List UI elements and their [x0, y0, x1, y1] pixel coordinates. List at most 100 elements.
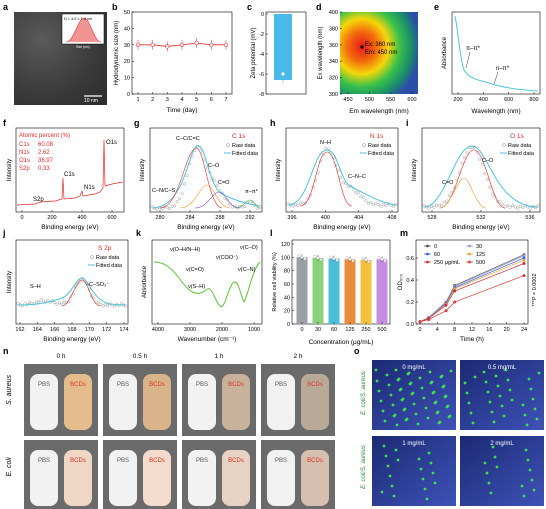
n-tube-pbs — [109, 450, 137, 506]
m-x-tick-label: 20 — [504, 327, 510, 333]
size-distribution-curve — [65, 17, 102, 43]
h-raw-point — [304, 201, 308, 205]
k-x-tick-label: 3000 — [184, 327, 196, 333]
h-raw-point — [369, 201, 373, 205]
i-raw-point — [533, 206, 537, 210]
i-raw-point — [501, 203, 505, 207]
o-bacteria-dot — [467, 401, 471, 405]
m-point — [444, 309, 448, 313]
c-ylabel: Zeta potential (mV) — [251, 27, 257, 78]
m-legend-label: 30 — [476, 244, 482, 250]
l-point — [332, 257, 336, 261]
n-tube-pbs-label: PBS — [275, 382, 287, 388]
h-x-tick-label: 408 — [387, 215, 396, 221]
m-x-tick-label: 24 — [521, 327, 527, 333]
o-side2: E. coli/S. aureus — [361, 445, 367, 489]
n-tube-bcd-label: BCDs — [149, 382, 165, 388]
o-bacteria-dot — [439, 375, 443, 379]
n-time-label: 0 h — [56, 353, 65, 360]
h-raw-point — [314, 178, 318, 182]
j-x-tick-label: 162 — [15, 327, 24, 333]
i-x-tick-label: 532 — [476, 215, 485, 221]
panel-letter-d: d — [316, 2, 322, 12]
j-x-tick-label: 168 — [67, 327, 76, 333]
fluorescence-map — [340, 12, 418, 94]
o-bacteria-dot — [421, 477, 425, 481]
n-tube-pbs-label: PBS — [117, 458, 129, 464]
o-bacteria-dot — [422, 396, 426, 400]
b-y-tick-label: 0 — [127, 92, 130, 98]
o-bacteria-dot — [529, 387, 533, 391]
j-raw-point — [57, 301, 61, 305]
h-legend-fit: Fitted data — [368, 151, 395, 157]
e-x-tick-label: 800 — [529, 97, 538, 103]
peak-marker — [360, 45, 364, 49]
n-tube-pbs — [30, 450, 58, 506]
l-bar — [376, 259, 388, 324]
f-row-element: N1s — [19, 150, 30, 156]
panel-letter-c: c — [247, 2, 252, 12]
panel-m: 0.0 0.2 0.4 0.6 0 4 8 12 16 20 24 0 30 60 125 250 μg/mL… — [398, 239, 538, 343]
o-bacteria-dot — [492, 420, 496, 424]
m-point — [453, 289, 457, 293]
j-raw-point — [69, 295, 73, 299]
o-bacteria-dot — [483, 461, 487, 465]
o-bacteria-dot — [526, 458, 530, 462]
uv-vis-curve — [454, 15, 539, 92]
e-n-label: n–π* — [496, 66, 510, 72]
i-raw-point — [516, 206, 520, 210]
o-tile-label: 1 mg/mL — [402, 441, 426, 447]
o-bacteria-dot — [394, 368, 398, 372]
i-raw-point — [478, 157, 482, 161]
f-xlabel: Binding energy (eV) — [41, 224, 98, 231]
f-row-element: S2p — [19, 166, 30, 172]
m-legend-label: 0 — [434, 244, 437, 250]
c-point — [281, 72, 285, 76]
j-raw-point — [113, 304, 117, 308]
panel-letter-e: e — [434, 2, 439, 12]
d-y-tick-label: 340 — [329, 59, 338, 65]
o-confocal-tile — [460, 360, 544, 430]
o-bacteria-dot — [484, 380, 488, 384]
b-point — [209, 42, 214, 47]
i-l1: C–O — [482, 158, 494, 164]
g-raw-point — [198, 147, 202, 151]
l-bar — [328, 258, 340, 324]
l-point — [303, 257, 307, 261]
m-point — [453, 287, 457, 291]
o-bacteria-dot — [488, 400, 492, 404]
o-bacteria-dot — [431, 471, 435, 475]
o-bacteria-dot — [486, 390, 490, 394]
o-bacteria-dot — [384, 454, 388, 458]
e-x-tick-label: 400 — [479, 97, 488, 103]
g-x-tick-label: 280 — [155, 215, 164, 221]
m-legend-marker — [468, 252, 471, 256]
f-row-value: 0.33 — [38, 166, 50, 172]
l-xlabel: Concentration (μg/mL) — [309, 339, 374, 346]
l-x-tick-label: 0 — [300, 327, 303, 333]
j-raw-point — [117, 304, 121, 308]
j-raw-point — [90, 294, 94, 298]
o-bacteria-dot — [498, 394, 502, 398]
o-tile-label: 0.5 mg/mL — [488, 365, 517, 371]
n-tube-pbs-label: PBS — [117, 382, 129, 388]
panel-letter-o: o — [354, 346, 360, 356]
o-bacteria-dot — [395, 423, 399, 427]
o-bacteria-dot — [494, 374, 498, 378]
n-tube-bcd — [222, 374, 250, 430]
b-x-tick-label: 1 — [136, 97, 139, 103]
l-point — [351, 259, 355, 263]
b-y-tick-label: 20 — [124, 59, 130, 65]
m-legend-marker — [468, 244, 471, 248]
l-point — [377, 256, 381, 260]
o-bacteria-dot — [400, 398, 404, 402]
n-tube-bcd — [64, 374, 92, 430]
h-raw-point — [359, 195, 363, 199]
o-bacteria-dot — [416, 422, 420, 426]
n-tube-pbs-label: PBS — [196, 382, 208, 388]
c-bar — [274, 14, 292, 80]
l-point — [361, 257, 365, 261]
c-y-tick-label: -2 — [259, 32, 264, 38]
